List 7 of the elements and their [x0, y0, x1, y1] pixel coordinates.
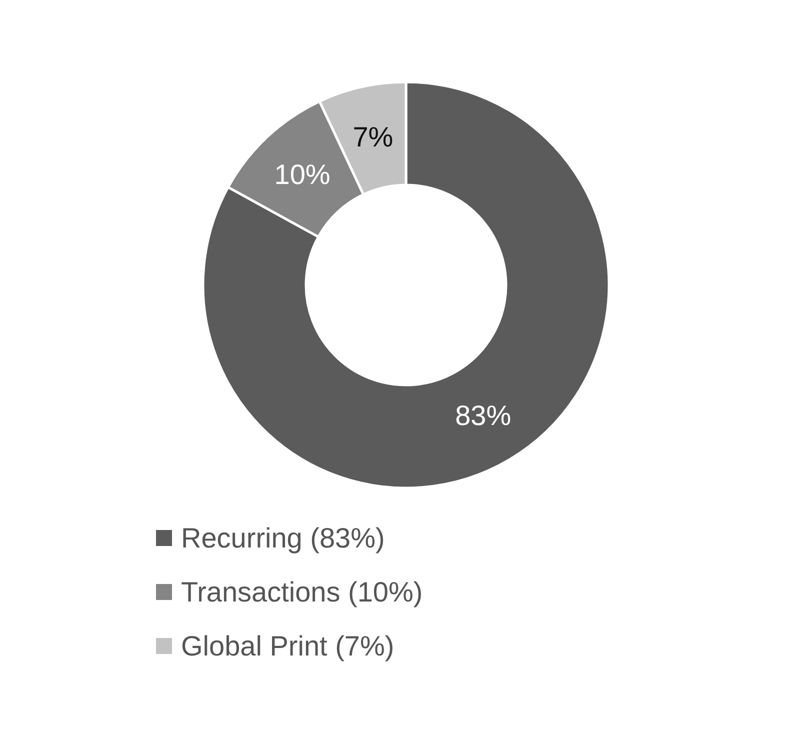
legend-label: Transactions (10%): [181, 576, 423, 608]
data-label: 83%: [455, 400, 512, 431]
data-label: 10%: [274, 159, 330, 190]
data-label: 7%: [352, 122, 394, 153]
legend-label: Recurring (83%): [181, 522, 385, 554]
legend-label: Global Print (7%): [181, 630, 394, 662]
donut-slice: [202, 80, 610, 490]
